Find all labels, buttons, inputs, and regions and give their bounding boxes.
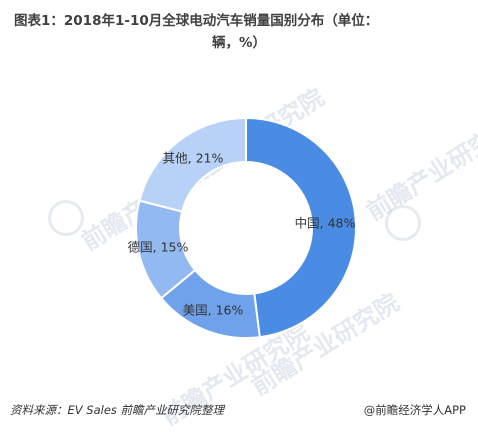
donut-slice-其他 <box>138 116 247 213</box>
slice-label-美国: 美国, 16% <box>183 303 244 318</box>
chart-title: 图表1：2018年1-10月全球电动汽车销量国别分布（单位： 辆，%） <box>14 10 464 54</box>
donut-chart: 中国, 48% 美国, 16% 德国, 15% 其他, 21% <box>128 116 357 339</box>
watermark-logo-left <box>48 200 84 236</box>
watermark-logo-right <box>385 205 421 241</box>
chart-title-line-2: 辆，%） <box>211 35 267 51</box>
slice-label-其他: 其他, 21% <box>163 151 224 166</box>
credit-note: @前瞻经济学人APP <box>363 403 466 417</box>
donut-slices <box>135 116 357 339</box>
source-note: 资料来源：EV Sales 前瞻产业研究院整理 <box>10 403 225 417</box>
donut-labels: 中国, 48% 美国, 16% 德国, 15% 其他, 21% <box>128 151 356 318</box>
slice-label-中国: 中国, 48% <box>295 216 356 231</box>
donut-slice-中国 <box>245 116 357 339</box>
chart-title-line-1: 图表1：2018年1-10月全球电动汽车销量国别分布（单位： <box>14 13 379 29</box>
slice-label-德国: 德国, 15% <box>128 240 189 255</box>
